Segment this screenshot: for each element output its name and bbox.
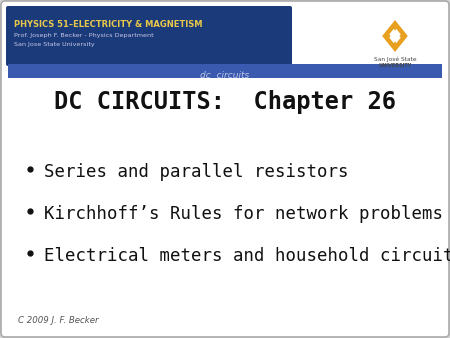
Text: DC CIRCUITS:  Chapter 26: DC CIRCUITS: Chapter 26 xyxy=(54,90,396,114)
Text: San Jose State University: San Jose State University xyxy=(14,42,94,47)
Text: dc  circuits: dc circuits xyxy=(200,71,250,80)
Polygon shape xyxy=(8,40,290,64)
Text: Kirchhoff’s Rules for network problems: Kirchhoff’s Rules for network problems xyxy=(44,205,443,223)
Polygon shape xyxy=(392,22,399,30)
Text: C 2009 J. F. Becker: C 2009 J. F. Becker xyxy=(18,316,99,325)
Text: San José State: San José State xyxy=(374,57,416,63)
Polygon shape xyxy=(388,27,402,45)
Text: Series and parallel resistors: Series and parallel resistors xyxy=(44,163,348,181)
Text: PHYSICS 51–ELECTRICITY & MAGNETISM: PHYSICS 51–ELECTRICITY & MAGNETISM xyxy=(14,20,202,29)
Text: Electrical meters and household circuits: Electrical meters and household circuits xyxy=(44,247,450,265)
Polygon shape xyxy=(8,64,442,78)
Polygon shape xyxy=(383,31,391,41)
Text: UNIVERSITY: UNIVERSITY xyxy=(378,63,412,68)
Polygon shape xyxy=(392,42,399,50)
Polygon shape xyxy=(8,8,290,64)
Polygon shape xyxy=(382,20,408,52)
Text: Prof. Joseph F. Becker - Physics Department: Prof. Joseph F. Becker - Physics Departm… xyxy=(14,33,153,38)
Polygon shape xyxy=(400,31,407,41)
FancyBboxPatch shape xyxy=(6,6,292,66)
